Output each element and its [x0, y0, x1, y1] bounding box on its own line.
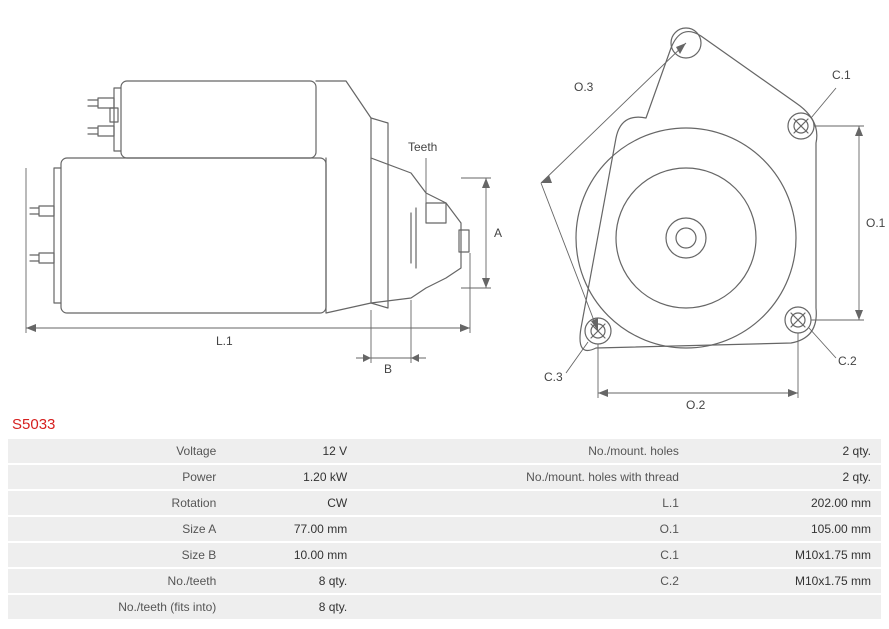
spec-label: No./teeth (fits into)	[8, 595, 226, 619]
spec-label: L.1	[357, 491, 689, 515]
spec-label: C.2	[357, 569, 689, 593]
table-row: Size B10.00 mmC.1M10x1.75 mm	[8, 543, 881, 567]
spec-label: Voltage	[8, 439, 226, 463]
label-B: B	[384, 362, 392, 376]
spec-value: M10x1.75 mm	[689, 569, 881, 593]
spec-value: CW	[226, 491, 357, 515]
spec-label: Power	[8, 465, 226, 489]
label-O2: O.2	[686, 398, 705, 412]
label-teeth: Teeth	[408, 140, 437, 154]
figure-side-view: L.1 B A Teeth	[16, 8, 496, 378]
spec-value: 8 qty.	[226, 569, 357, 593]
part-number: S5033	[12, 416, 881, 433]
spec-label: No./mount. holes with thread	[357, 465, 689, 489]
spec-label: O.1	[357, 517, 689, 541]
spec-value	[689, 595, 881, 619]
spec-value: 2 qty.	[689, 465, 881, 489]
drawings-row: L.1 B A Teeth	[8, 8, 881, 408]
spec-value: 12 V	[226, 439, 357, 463]
spec-value: 10.00 mm	[226, 543, 357, 567]
table-row: Power1.20 kWNo./mount. holes with thread…	[8, 465, 881, 489]
label-C1: C.1	[832, 68, 851, 82]
spec-value: 77.00 mm	[226, 517, 357, 541]
spec-table: Voltage12 VNo./mount. holes2 qty.Power1.…	[8, 437, 881, 621]
spec-label: Size B	[8, 543, 226, 567]
spec-value: 1.20 kW	[226, 465, 357, 489]
table-row: Voltage12 VNo./mount. holes2 qty.	[8, 439, 881, 463]
spec-label: No./mount. holes	[357, 439, 689, 463]
spec-label: Rotation	[8, 491, 226, 515]
table-row: No./teeth8 qty.C.2M10x1.75 mm	[8, 569, 881, 593]
spec-value: 202.00 mm	[689, 491, 881, 515]
side-view-svg	[16, 8, 496, 378]
label-C3: C.3	[544, 370, 563, 384]
spec-label: Size A	[8, 517, 226, 541]
label-L1: L.1	[216, 334, 233, 348]
spec-value: 105.00 mm	[689, 517, 881, 541]
spec-value: 2 qty.	[689, 439, 881, 463]
label-A: A	[494, 226, 502, 240]
label-C2: C.2	[838, 354, 857, 368]
spec-label: C.1	[357, 543, 689, 567]
spec-label: No./teeth	[8, 569, 226, 593]
spec-value: 8 qty.	[226, 595, 357, 619]
spec-value: M10x1.75 mm	[689, 543, 881, 567]
label-O1: O.1	[866, 216, 885, 230]
label-O3: O.3	[574, 80, 593, 94]
table-row: RotationCWL.1202.00 mm	[8, 491, 881, 515]
spec-label	[357, 595, 689, 619]
table-row: No./teeth (fits into)8 qty.	[8, 595, 881, 619]
table-row: Size A77.00 mmO.1105.00 mm	[8, 517, 881, 541]
figure-front-view: O.3 O.1 O.2 C.1 C.2 C.3	[526, 8, 886, 408]
